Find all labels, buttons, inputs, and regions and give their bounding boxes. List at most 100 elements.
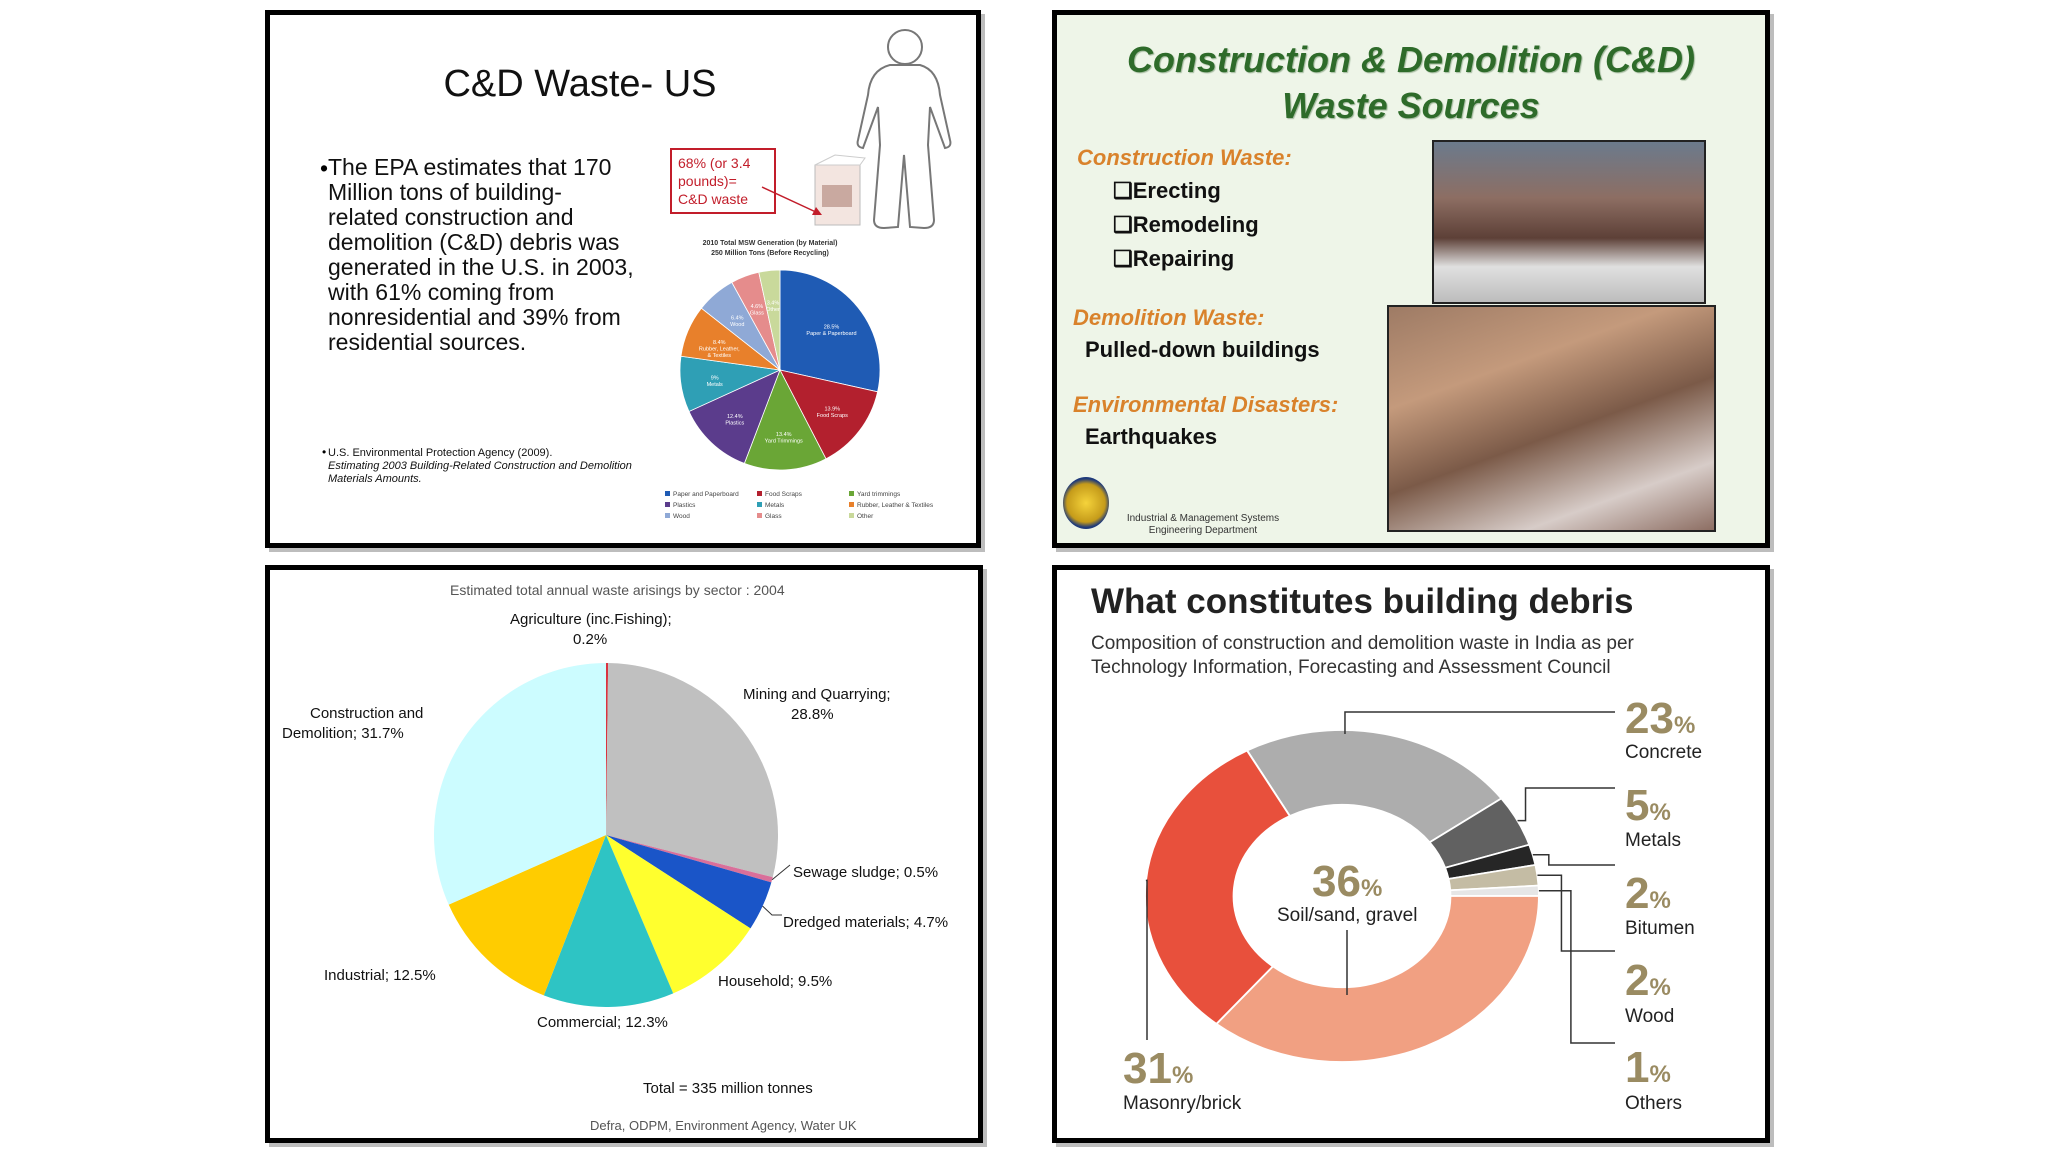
construction-item: ❑Erecting <box>1113 175 1259 209</box>
legend-label: Rubber, Leather & Textiles <box>857 502 934 509</box>
msw-pie-chart: 28.5% Paper & Paperboard 13.9% Food Scraps 1… <box>665 269 934 520</box>
percent-number: 23 <box>1625 694 1674 743</box>
panel-title: C&D Waste- US <box>443 63 717 105</box>
chart-title-line: 250 Million Tons (Before Recycling) <box>711 250 829 257</box>
legend-swatch <box>849 513 854 518</box>
slice-data-label: 3.4% Other <box>766 300 780 313</box>
pie-slice <box>779 269 881 393</box>
wood-percent: 2% <box>1625 959 1671 1010</box>
legend-label: Paper and Paperboard <box>673 491 739 498</box>
legend-label: Wood <box>673 513 690 520</box>
legend-swatch <box>757 491 762 496</box>
checkbox-icon: ❑ <box>1113 178 1133 203</box>
leader-line <box>771 864 791 881</box>
others-label: Others <box>1625 1093 1683 1114</box>
legend-swatch <box>665 502 670 507</box>
panel-us-cd-waste: C&D Waste- US • The EPA estimates that 1… <box>265 10 981 548</box>
label-sewage: Sewage sludge; 0.5% <box>793 864 939 881</box>
percent-number: 36 <box>1312 857 1361 906</box>
university-logo-icon <box>1063 477 1109 529</box>
construction-item-label: Erecting <box>1132 178 1221 203</box>
legend-label: Food Scraps <box>765 491 803 498</box>
pie-slice <box>606 835 751 994</box>
slice-data-label: 13.4% Yard Trimmings <box>765 432 803 445</box>
leader-line <box>1145 879 1148 1040</box>
slice-data-label: 28.5% Paper & Paperboard <box>806 325 856 338</box>
soil-percent: 36% <box>1312 860 1382 911</box>
earthquake-photo <box>1387 305 1716 532</box>
disasters-item: Earthquakes <box>1085 424 1218 449</box>
citation: U.S. Environmental Protection Agency (20… <box>328 447 638 486</box>
pie-slice <box>758 269 781 371</box>
chart-title-line: 2010 Total MSW Generation (by Material) <box>702 240 838 247</box>
slice-data-label: 8.4% Rubber, Leather, & Textiles <box>699 340 740 359</box>
slice-data-label: 6.4% Wood <box>730 316 744 329</box>
demolition-photo <box>1432 140 1706 304</box>
others-percent: 1% <box>1625 1046 1671 1097</box>
leader-line <box>1538 890 1615 1044</box>
total-label: Total = 335 million tonnes <box>643 1080 813 1097</box>
legend-label: Other <box>857 513 874 520</box>
percent-number: 31 <box>1123 1044 1172 1093</box>
legend-swatch <box>665 513 670 518</box>
pie-slice <box>606 663 778 878</box>
metals-percent: 5% <box>1625 784 1671 835</box>
label-cd: Construction and <box>310 705 424 722</box>
panel-uk-waste-sectors: Estimated total annual waste arisings by… <box>265 565 983 1143</box>
label-household: Household; 9.5% <box>718 973 833 990</box>
legend-swatch <box>849 491 854 496</box>
legend-swatch <box>665 491 670 496</box>
panel-title: Construction & Demolition (C&D) Waste So… <box>1057 37 1765 129</box>
donut-segment <box>1144 749 1292 1026</box>
leader-line <box>1517 787 1615 822</box>
donut-segment <box>1245 729 1503 844</box>
demolition-heading: Demolition Waste: <box>1073 305 1265 330</box>
disasters-heading: Environmental Disasters: <box>1073 392 1339 417</box>
label-agriculture-value: 0.2% <box>573 631 608 648</box>
masonry-percent: 31% <box>1123 1047 1193 1098</box>
label-commercial: Commercial; 12.3% <box>537 1014 668 1031</box>
label-mining-value: 28.8% <box>791 706 834 723</box>
soil-label: Soil/sand, gravel <box>1277 905 1418 926</box>
legend-label: Yard trimmings <box>857 491 901 498</box>
pie-slice <box>543 835 674 1007</box>
label-industrial: Industrial; 12.5% <box>324 967 436 984</box>
department-label: Industrial & Management Systems Engineer… <box>1113 513 1293 537</box>
person-outline-icon <box>856 29 952 230</box>
bitumen-percent: 2% <box>1625 872 1671 923</box>
slice-data-label: 9% Metals <box>707 376 723 389</box>
department-line: Industrial & Management Systems <box>1126 513 1280 524</box>
pie-slice <box>779 369 879 460</box>
percent-unit: % <box>1171 1062 1194 1089</box>
metals-label: Metals <box>1625 830 1681 851</box>
label-cd-value: Demolition; 31.7% <box>282 725 404 742</box>
concrete-percent: 23% <box>1625 697 1695 748</box>
label-dredged: Dredged materials; 4.7% <box>783 914 949 931</box>
pie-slice <box>434 663 606 905</box>
panel-india-debris: What constitutes building debris Composi… <box>1052 565 1770 1143</box>
legend-swatch <box>849 502 854 507</box>
construction-list: ❑Erecting ❑Remodeling ❑Repairing <box>1113 175 1259 277</box>
legend-label: Glass <box>765 513 782 520</box>
legend-label: Metals <box>765 502 785 509</box>
citation-line: U.S. Environmental Protection Agency (20… <box>328 447 553 459</box>
legend-label: Plastics <box>673 502 696 509</box>
waste-box-icon <box>814 154 866 226</box>
leader-line <box>1344 711 1615 734</box>
pie-slice <box>606 663 609 835</box>
pie-slice <box>688 369 781 464</box>
percent-unit: % <box>1360 875 1383 902</box>
donut-group <box>1144 729 1541 1063</box>
percent-unit: % <box>1673 712 1696 739</box>
masonry-label: Masonry/brick <box>1123 1093 1242 1114</box>
construction-item: ❑Repairing <box>1113 243 1259 277</box>
leader-line <box>762 905 782 916</box>
leader-line <box>1532 853 1615 866</box>
slice-data-label: 13.9% Food Scraps <box>817 406 848 419</box>
title-line: Waste Sources <box>1282 85 1540 126</box>
demolition-item: Pulled-down buildings <box>1085 337 1320 362</box>
debris-donut-chart <box>1144 711 1615 1063</box>
checkbox-icon: ❑ <box>1113 246 1133 271</box>
department-line: Engineering Department <box>1148 525 1258 536</box>
bullet-icon: • <box>320 155 329 181</box>
